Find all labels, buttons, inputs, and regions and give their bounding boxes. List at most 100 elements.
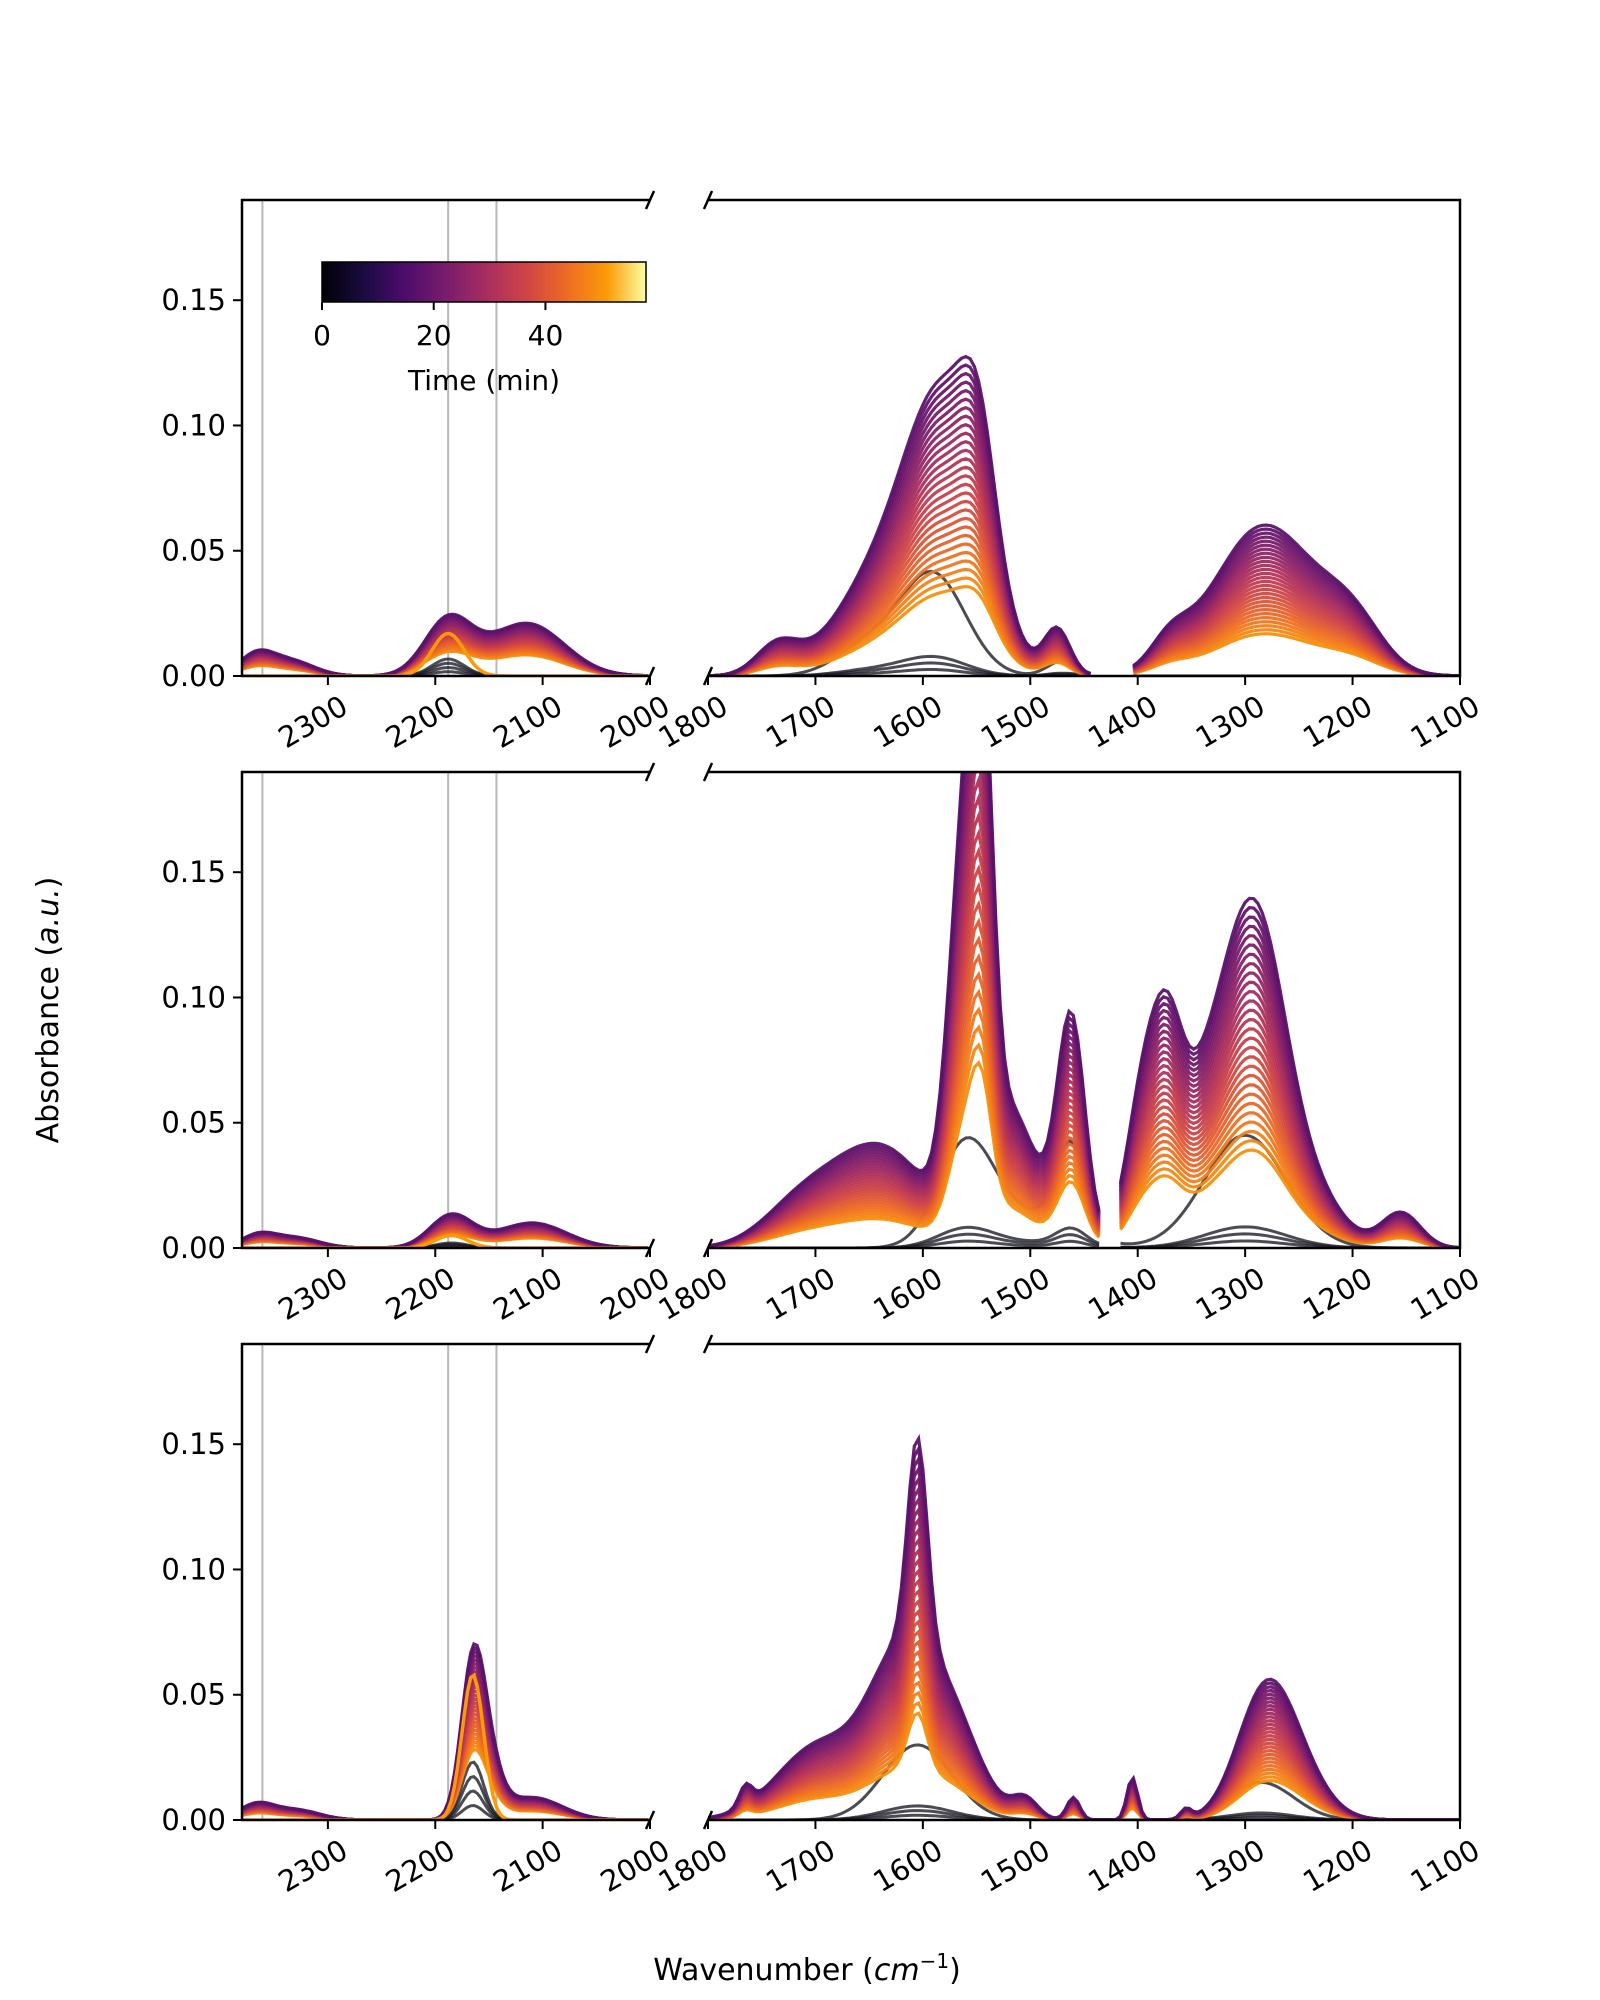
y-tick-label: 0.10 (161, 980, 226, 1014)
x-tick-label: 2100 (487, 689, 568, 755)
spectrum-line (242, 1712, 648, 1820)
axis-break-mark (702, 1334, 714, 1354)
spectrum-line (242, 1669, 648, 1820)
axis-break-mark (644, 190, 656, 210)
y-tick-label: 0.00 (161, 1231, 226, 1265)
x-tick-label: 1100 (1405, 1261, 1486, 1327)
right-spectra (708, 354, 1460, 676)
x-tick-label: 2100 (487, 1261, 568, 1327)
x-tick-label: 1200 (1297, 1261, 1378, 1327)
spectrum-line (242, 1685, 648, 1820)
y-tick-label: 0.00 (161, 1803, 226, 1837)
colorbar-label: Time (min) (407, 364, 560, 397)
axis-break-mark (644, 1334, 656, 1354)
y-tick-label: 0.05 (161, 534, 226, 568)
x-tick-label: 2300 (272, 1261, 353, 1327)
x-tick-label: 2100 (487, 1833, 568, 1899)
spectrum-line (242, 1692, 648, 1820)
y-tick-label: 0.15 (161, 283, 226, 317)
spectrum-line-early (708, 1225, 1460, 1248)
x-tick-label: 2300 (272, 1833, 353, 1899)
x-tick-label: 1800 (653, 1261, 734, 1327)
left-spectra (242, 1212, 648, 1248)
axis-break-mark (702, 190, 714, 210)
colorbar-ticks: 0 20 40 (313, 302, 563, 352)
spectrum-line (242, 1700, 648, 1820)
right-axes-frame (708, 1342, 1462, 1822)
y-tick-label: 0.10 (161, 408, 226, 442)
right-spectra (708, 1433, 1460, 1820)
colorbar-tick-label: 0 (313, 319, 331, 352)
left-spectra (242, 612, 648, 676)
spectrum-line (242, 1696, 648, 1820)
axis-break-mark (702, 762, 714, 782)
x-tick-label: 1700 (760, 689, 841, 755)
x-tick-label: 1700 (760, 1833, 841, 1899)
left-axes-frame (240, 198, 650, 678)
spectrum-line-early (242, 1760, 648, 1820)
spectrum-line-final (242, 1672, 648, 1820)
y-tick-label: 0.05 (161, 1106, 226, 1140)
spectrum-line-early (242, 657, 648, 676)
left-axes-frame (240, 770, 650, 1250)
right-axes-frame (708, 770, 1462, 1250)
y-tick-label: 0.10 (161, 1552, 226, 1586)
x-tick-label: 1100 (1405, 1833, 1486, 1899)
spectrum-line (708, 354, 1460, 676)
x-tick-label: 1500 (975, 1833, 1056, 1899)
spectrum-line (242, 1653, 648, 1820)
spectrum-line-final (242, 631, 648, 676)
spectrum-line (242, 1657, 648, 1820)
x-tick-label: 1800 (653, 1833, 734, 1899)
x-tick-label: 1500 (975, 689, 1056, 755)
spectrum-line (242, 1212, 648, 1248)
y-tick-label: 0.15 (161, 855, 226, 889)
left-spectra (242, 1641, 648, 1820)
spectrum-line-early (242, 665, 648, 676)
x-tick-label: 2200 (380, 1833, 461, 1899)
y-tick-label: 0.00 (161, 659, 226, 693)
spectrum-line (242, 1649, 648, 1820)
spectrum-line (242, 1645, 648, 1820)
spectrum-line (242, 1688, 648, 1820)
y-tick-label: 0.05 (161, 1678, 226, 1712)
x-tick-label: 1300 (1190, 1833, 1271, 1899)
x-tick-label: 1600 (867, 1833, 948, 1899)
y-axis-label: Absorbance (a.u.) (31, 877, 66, 1144)
x-tick-label: 2300 (272, 689, 353, 755)
spectrum-line-final (242, 1233, 648, 1248)
spectrum-line (242, 1665, 648, 1820)
spectrum-line (242, 1673, 648, 1820)
spectrum-line (242, 612, 648, 676)
x-axis-label: Wavenumber (cm−1) (653, 1949, 961, 1988)
right-spectra (708, 772, 1460, 1248)
x-tick-label: 1400 (1082, 1261, 1163, 1327)
left-axes-frame (240, 1342, 650, 1822)
x-tick-label: 1200 (1297, 689, 1378, 755)
x-tick-label: 2200 (380, 1261, 461, 1327)
spectrum-line-early (242, 1241, 648, 1248)
x-tick-label: 1200 (1297, 1833, 1378, 1899)
x-tick-label: 1800 (653, 689, 734, 755)
colorbar: 0 20 40 Time (min) (313, 261, 647, 397)
spectrum-line (242, 1704, 648, 1820)
axis-break-mark (644, 762, 656, 782)
spectrum-line (242, 1681, 648, 1820)
spectrum-line (242, 1661, 648, 1820)
spectrum-line (242, 1708, 648, 1820)
x-tick-label: 1700 (760, 1261, 841, 1327)
spectrum-line (242, 1677, 648, 1820)
x-tick-label: 1400 (1082, 689, 1163, 755)
x-tick-label: 1400 (1082, 1833, 1163, 1899)
x-tick-label: 1600 (867, 689, 948, 755)
colorbar-tick-label: 20 (416, 319, 452, 352)
y-tick-label: 0.15 (161, 1427, 226, 1461)
right-axes-frame (708, 198, 1462, 678)
x-tick-label: 1600 (867, 1261, 948, 1327)
x-tick-label: 1100 (1405, 689, 1486, 755)
x-tick-label: 2200 (380, 689, 461, 755)
